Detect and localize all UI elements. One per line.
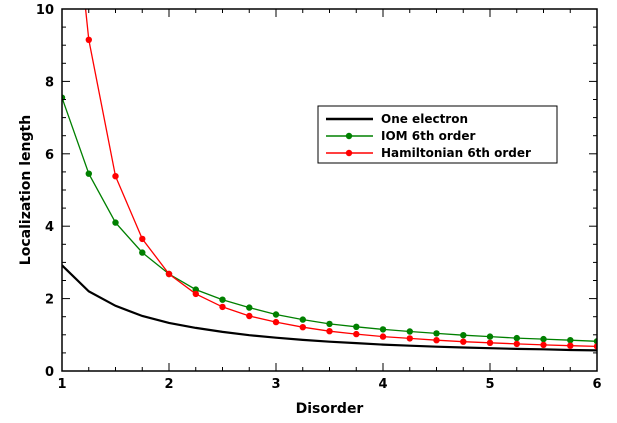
series-1-point <box>406 328 413 335</box>
x-axis-title: Disorder <box>296 401 364 417</box>
series-1-point <box>567 337 574 344</box>
y-tick-label: 2 <box>45 293 54 308</box>
legend: One electron IOM 6th order Hamiltonian 6th… <box>317 105 558 164</box>
x-tick-label: 3 <box>271 377 280 392</box>
series-layer <box>62 9 597 352</box>
series-1-point <box>353 323 360 330</box>
x-tick-label: 1 <box>57 377 66 392</box>
y-tick-label: 10 <box>36 3 54 18</box>
series-2-point <box>540 341 547 349</box>
series-1-point <box>379 326 387 333</box>
series-2-point <box>460 338 467 345</box>
series-2-point <box>139 235 146 243</box>
series-1-point <box>486 333 494 340</box>
series-1-point <box>433 330 440 337</box>
x-tick-label: 6 <box>592 377 601 392</box>
series-1-point <box>85 170 93 177</box>
axis-ticks: 1 2 3 4 5 6 0 2 4 6 8 10 <box>36 3 602 392</box>
x-tick-label: 4 <box>378 377 387 392</box>
series-1-point <box>139 249 146 256</box>
series-2-point <box>85 36 93 43</box>
series-2-point <box>299 324 306 331</box>
series-2-point <box>593 343 597 350</box>
series-1-point <box>460 332 467 339</box>
series-2-point <box>513 340 520 348</box>
series-2-point <box>433 337 440 344</box>
legend-label-0: One electron <box>381 112 468 126</box>
legend-label-2: Hamiltonian 6th order <box>381 146 531 160</box>
series-1-point <box>272 311 280 318</box>
series-1-point <box>299 316 306 323</box>
x-tick-label: 2 <box>164 377 173 392</box>
y-axis-title: Localization length <box>18 115 34 265</box>
series-2-point <box>272 318 280 326</box>
y-tick-label: 4 <box>45 220 54 235</box>
series-2-point <box>353 330 360 338</box>
series-2-point <box>192 290 199 298</box>
y-tick-label: 6 <box>45 148 54 163</box>
legend-label-1: IOM 6th order <box>381 129 475 143</box>
series-1-point <box>326 320 333 328</box>
series-line-0 <box>62 264 597 352</box>
series-1-point <box>246 304 253 311</box>
series-2-point <box>326 328 333 335</box>
series-1-point <box>219 296 226 303</box>
series-2-point <box>567 342 574 349</box>
y-tick-label: 8 <box>45 75 54 90</box>
series-1-point <box>593 338 597 345</box>
legend-marker-1 <box>345 132 353 140</box>
series-2-point <box>165 270 173 278</box>
series-2-point <box>406 335 413 342</box>
series-2-point <box>219 303 226 311</box>
series-1-point <box>513 334 520 342</box>
series-2-point <box>486 339 494 346</box>
series-1-point <box>112 219 119 226</box>
series-2-point <box>112 173 119 180</box>
series-2-point <box>246 312 253 320</box>
y-tick-label: 0 <box>45 365 54 380</box>
legend-marker-2 <box>345 149 353 157</box>
series-1-point <box>540 335 547 343</box>
x-tick-label: 5 <box>485 377 494 392</box>
series-line-2 <box>84 9 597 348</box>
series-2-point <box>379 333 387 340</box>
